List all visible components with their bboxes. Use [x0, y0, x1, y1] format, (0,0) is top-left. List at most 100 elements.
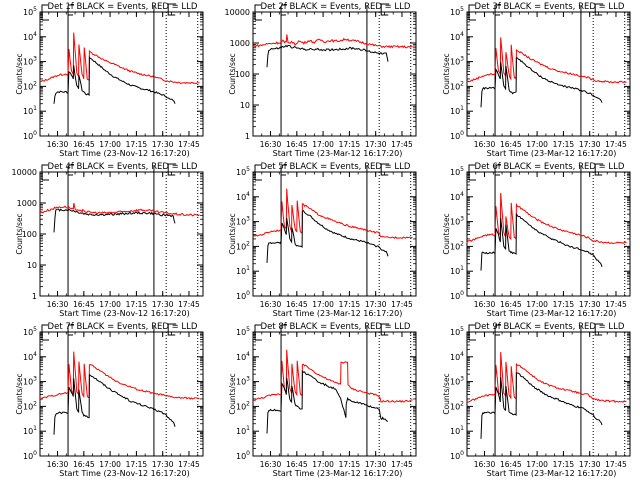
x-tick-label: 17:00 — [526, 140, 548, 149]
x-tick-label: 16:30 — [47, 460, 69, 469]
y-tick-label: 100 — [23, 450, 37, 461]
chart-svg: 100 101 102 103 104 105 16:30 16:45 17:00 17:15 17… — [228, 322, 417, 478]
y-tick-label: 104 — [23, 351, 37, 362]
x-tick-label: 16:45 — [500, 460, 522, 469]
x-tick-label: 17:30 — [365, 140, 387, 149]
y-tick-label: 105 — [236, 326, 250, 337]
chart-svg: 100 101 102 103 104 105 16:30 16:45 17:00 17:15 17… — [442, 162, 631, 318]
y-tick-label: 10 — [240, 101, 250, 110]
x-tick-label: 17:45 — [605, 140, 627, 149]
plot-frame — [39, 171, 204, 297]
panel-title: Det 3f BLACK = Events, RED = LLD — [475, 2, 625, 12]
y-tick-label: 104 — [450, 31, 464, 42]
bracket-marker — [281, 4, 288, 16]
x-tick-label: 17:45 — [605, 300, 627, 309]
detector-panel-1: 100 101 102 103 104 105 16:30 16:45 17:00 17:15 17… — [0, 0, 213, 160]
x-tick-label: 17:45 — [391, 140, 413, 149]
panel-title: Det 4f BLACK = Events, RED = LLD — [48, 162, 198, 172]
x-tick-label: 17:45 — [178, 460, 200, 469]
x-tick-label: 16:45 — [73, 460, 95, 469]
series-lld-line — [39, 32, 200, 85]
detector-panel-8: 100 101 102 103 104 105 16:30 16:45 17:00 17:15 17… — [213, 320, 426, 480]
x-tick-label: 16:45 — [73, 140, 95, 149]
y-tick-label: 100 — [450, 130, 464, 141]
detector-panel-4: 1 10 100 1000 10000 16:30 16:45 17:00 17:15 17:30… — [0, 160, 213, 320]
x-tick-label: 16:30 — [260, 140, 282, 149]
x-tick-label: 17:45 — [391, 300, 413, 309]
bracket-marker — [594, 3, 604, 16]
y-tick-label: 103 — [23, 376, 37, 387]
series-events-line — [53, 55, 176, 104]
x-tick-label: 16:30 — [474, 300, 496, 309]
y-tick-label: 102 — [236, 400, 250, 411]
y-axis-label: Counts/sec — [442, 373, 451, 414]
x-axis-label: Start Time (23-Nov-12 16:17:20) — [59, 309, 189, 318]
series-lld-line — [39, 202, 200, 217]
x-tick-label: 17:00 — [526, 460, 548, 469]
bracket-marker — [495, 4, 502, 16]
bracket-marker — [254, 324, 262, 341]
detector-panel-9: 100 101 102 103 104 105 16:30 16:45 17:00 17:15 17… — [427, 320, 640, 480]
plot-frame — [252, 331, 417, 457]
y-tick-label: 100 — [450, 290, 464, 301]
y-tick-label: 102 — [450, 80, 464, 91]
x-tick-label: 17:15 — [339, 140, 361, 149]
bracket-marker — [495, 324, 502, 336]
y-tick-label: 105 — [450, 326, 464, 337]
y-tick-label: 101 — [450, 265, 464, 276]
x-tick-label: 16:30 — [260, 460, 282, 469]
y-tick-label: 100 — [450, 450, 464, 461]
y-tick-label: 103 — [236, 216, 250, 227]
y-tick-label: 10 — [27, 261, 37, 270]
y-tick-label: 103 — [236, 376, 250, 387]
bracket-marker — [495, 164, 502, 176]
x-tick-label: 17:15 — [126, 140, 148, 149]
y-tick-label: 102 — [23, 400, 37, 411]
x-tick-label: 17:00 — [526, 300, 548, 309]
bracket-marker — [281, 164, 288, 176]
x-tick-label: 17:45 — [391, 460, 413, 469]
y-tick-label: 101 — [23, 425, 37, 436]
panel-title: Det 7f BLACK = Events, RED = LLD — [48, 322, 198, 332]
y-axis-label: Counts/sec — [228, 373, 237, 414]
x-tick-label: 17:15 — [553, 460, 575, 469]
bracket-marker — [68, 324, 75, 336]
bracket-marker — [68, 164, 75, 176]
x-axis-label: Start Time (23-Mar-12 16:17:20) — [487, 149, 617, 158]
chart-svg: 100 101 102 103 104 105 16:30 16:45 17:00 17:15 17… — [15, 322, 204, 478]
x-tick-label: 17:30 — [152, 300, 174, 309]
x-tick-label: 17:15 — [553, 140, 575, 149]
series-events-line — [480, 372, 603, 439]
bracket-marker — [594, 163, 604, 176]
chart-svg: 100 101 102 103 104 105 16:30 16:45 17:00 17:15 17… — [15, 2, 204, 158]
x-tick-label: 16:45 — [286, 140, 308, 149]
bracket-marker — [594, 323, 604, 336]
y-tick-label: 10000 — [12, 168, 37, 177]
x-tick-label: 16:45 — [286, 300, 308, 309]
y-tick-label: 10000 — [225, 8, 250, 17]
panel-title: Det 2f BLACK = Events, RED = LLD — [261, 2, 411, 12]
x-tick-label: 16:30 — [474, 460, 496, 469]
y-tick-label: 102 — [23, 80, 37, 91]
y-tick-label: 1 — [245, 132, 250, 141]
x-tick-label: 17:30 — [365, 300, 387, 309]
x-axis-label: Start Time (23-Mar-12 16:17:20) — [273, 149, 403, 158]
x-tick-label: 16:30 — [474, 140, 496, 149]
y-tick-label: 101 — [450, 425, 464, 436]
detector-panel-2: 1 10 100 1000 10000 16:30 16:45 17:00 17:15 17:30… — [213, 0, 426, 160]
x-tick-label: 17:15 — [126, 300, 148, 309]
detector-panel-6: 100 101 102 103 104 105 16:30 16:45 17:00 17:15 17… — [427, 160, 640, 320]
y-tick-label: 100 — [236, 290, 250, 301]
series-lld-line — [252, 34, 413, 49]
x-tick-label: 17:45 — [178, 140, 200, 149]
bracket-marker — [167, 323, 177, 336]
y-tick-label: 104 — [236, 191, 250, 202]
y-tick-label: 103 — [450, 216, 464, 227]
plot-frame — [39, 331, 204, 457]
bracket-marker — [380, 3, 390, 16]
x-tick-label: 17:30 — [579, 460, 601, 469]
bracket-marker — [41, 324, 49, 341]
y-tick-label: 100 — [23, 130, 37, 141]
x-tick-label: 17:15 — [126, 460, 148, 469]
bracket-marker — [468, 4, 476, 21]
